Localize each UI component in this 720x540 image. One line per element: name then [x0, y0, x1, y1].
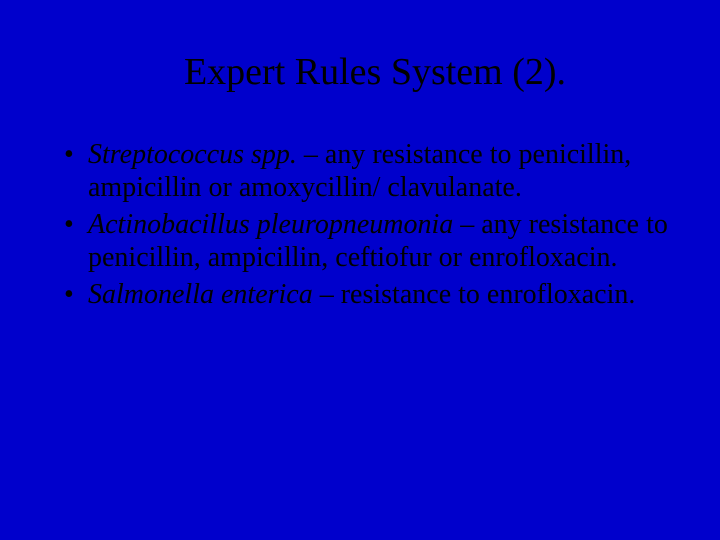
bullet-item: Salmonella enterica – resistance to enro…	[64, 278, 670, 311]
bullet-italic: Actinobacillus pleuropneumonia	[88, 209, 453, 240]
bullet-item: Streptococcus spp. – any resistance to p…	[64, 138, 670, 204]
bullet-item: Actinobacillus pleuropneumonia – any res…	[64, 208, 670, 274]
bullet-list: Streptococcus spp. – any resistance to p…	[50, 138, 670, 311]
slide-title: Expert Rules System (2).	[50, 50, 670, 94]
bullet-text: – resistance to enrofloxacin.	[313, 279, 636, 310]
bullet-italic: Salmonella enterica	[88, 279, 313, 310]
bullet-italic: Streptococcus spp.	[88, 139, 297, 170]
